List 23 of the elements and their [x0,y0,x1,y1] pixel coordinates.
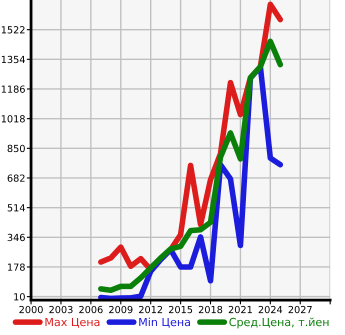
x-tick-label: 2012 [139,306,162,314]
x-tick-label: 2015 [168,306,192,314]
x-tick-label: 2021 [228,306,252,314]
x-tick-label: 2024 [258,306,282,314]
legend-label: Max Цена [45,318,100,328]
y-tick-label: 682 [8,174,25,182]
y-tick-label: 514 [8,204,25,212]
x-tick-label: 2027 [288,306,312,314]
x-tick-label: 2000 [19,306,43,314]
legend-label: Min Цена [139,318,190,328]
y-tick-label: 1522 [2,26,25,34]
y-tick-label: 850 [8,144,25,152]
y-tick-label: 178 [8,263,25,271]
x-tick-label: 2006 [79,306,103,314]
y-tick-label: 1354 [2,56,25,64]
y-tick-label: 346 [8,234,25,242]
x-tick-label: 2003 [49,306,73,314]
y-tick-label: 1186 [2,85,25,93]
x-tick-label: 2009 [109,306,132,314]
y-tick-label: 10 [14,293,25,300]
legend-label: Сред.Цена, т.йен [229,318,329,328]
y-tick-label: 1018 [2,115,25,122]
x-tick-label: 2018 [198,306,222,314]
